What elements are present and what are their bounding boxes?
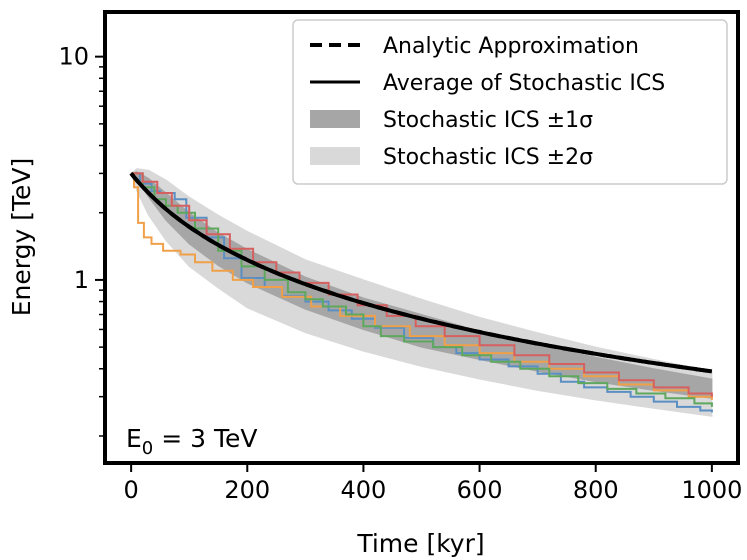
plot-frame: [103, 10, 740, 465]
energy-annotation: E0 = 3 TeV: [126, 424, 257, 459]
legend-swatch-band2: [310, 147, 360, 165]
x-tick-label: 400: [341, 476, 387, 504]
y-axis-label: Energy [TeV]: [7, 158, 36, 316]
stochastic-sample-lines: [131, 172, 713, 413]
sigma-bands: [130, 168, 713, 417]
x-tick-label: 1000: [681, 476, 742, 504]
legend-label-average: Average of Stochastic ICS: [383, 71, 665, 96]
legend-box: [292, 19, 728, 185]
legend-label-analytic: Analytic Approximation: [383, 34, 639, 59]
mean-curves: [129, 172, 713, 374]
x-tick-label: 0: [123, 476, 138, 504]
x-tick-label: 600: [457, 476, 503, 504]
y-tick-label: 1: [74, 266, 89, 294]
legend-label-band1: Stochastic ICS ±1σ: [383, 108, 593, 133]
y-tick-label: 10: [58, 43, 89, 71]
analytic-curve: [129, 172, 713, 374]
x-tick-label: 800: [573, 476, 619, 504]
x-axis-label: Time [kyr]: [356, 529, 484, 558]
legend: Analytic Approximation Average of Stochas…: [292, 19, 728, 185]
axis-ticks: 0 200 400 600 800 1000 1 10: [58, 43, 742, 504]
legend-label-band2: Stochastic ICS ±2σ: [383, 145, 593, 170]
sample-orange: [131, 172, 713, 400]
legend-swatch-band1: [310, 110, 360, 128]
sample-red: [131, 172, 713, 397]
x-tick-label: 200: [224, 476, 270, 504]
